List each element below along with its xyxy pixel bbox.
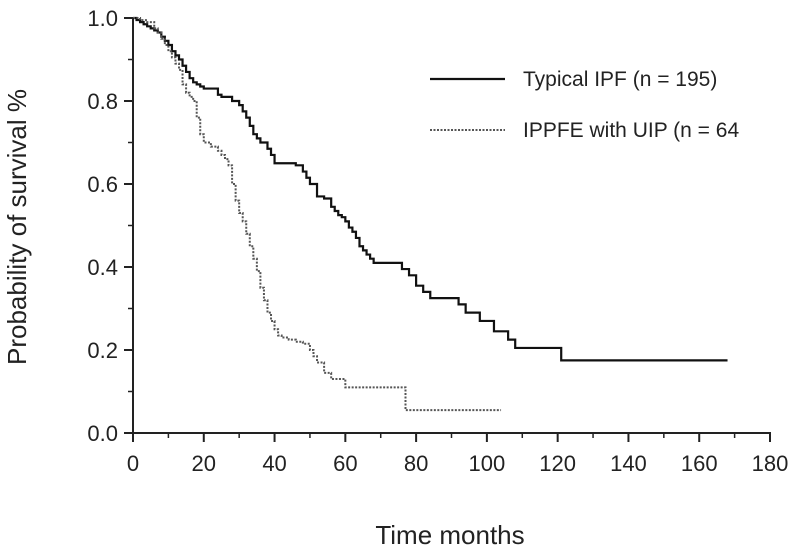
legend-label-2: IPPFE with UIP (n = 64 bbox=[523, 119, 739, 142]
y-tick-label: 0.8 bbox=[87, 89, 118, 114]
y-tick-label: 0.2 bbox=[87, 338, 118, 363]
x-tick-label: 60 bbox=[333, 451, 357, 476]
x-tick-label: 100 bbox=[469, 451, 506, 476]
y-axis-title: Probability of survival % bbox=[2, 89, 32, 365]
x-tick-label: 80 bbox=[404, 451, 428, 476]
y-tick-label: 1.0 bbox=[87, 6, 118, 31]
x-tick-label: 180 bbox=[752, 451, 789, 476]
axes: 0 20 40 60 80 100 120 140 160 180 0.0 0.2 0.4 0.6 0.8 1… bbox=[87, 6, 788, 476]
x-tick-label: 160 bbox=[681, 451, 718, 476]
legend: Typical IPF (n = 195) IPPFE with UIP (n =… bbox=[430, 68, 739, 142]
x-tick-label: 0 bbox=[127, 451, 139, 476]
x-tick-label: 140 bbox=[610, 451, 647, 476]
x-tick-label: 20 bbox=[192, 451, 216, 476]
x-tick-label: 120 bbox=[539, 451, 576, 476]
series-line-2 bbox=[133, 17, 502, 412]
x-tick-label: 40 bbox=[262, 451, 286, 476]
y-tick-label: 0.6 bbox=[87, 172, 118, 197]
legend-label-1: Typical IPF (n = 195) bbox=[523, 68, 717, 91]
plot-area bbox=[133, 16, 728, 412]
y-tick-label: 0.0 bbox=[87, 421, 118, 446]
y-tick-label: 0.4 bbox=[87, 255, 118, 280]
x-axis-title: Time months bbox=[375, 520, 524, 548]
series-line-1 bbox=[133, 16, 728, 362]
